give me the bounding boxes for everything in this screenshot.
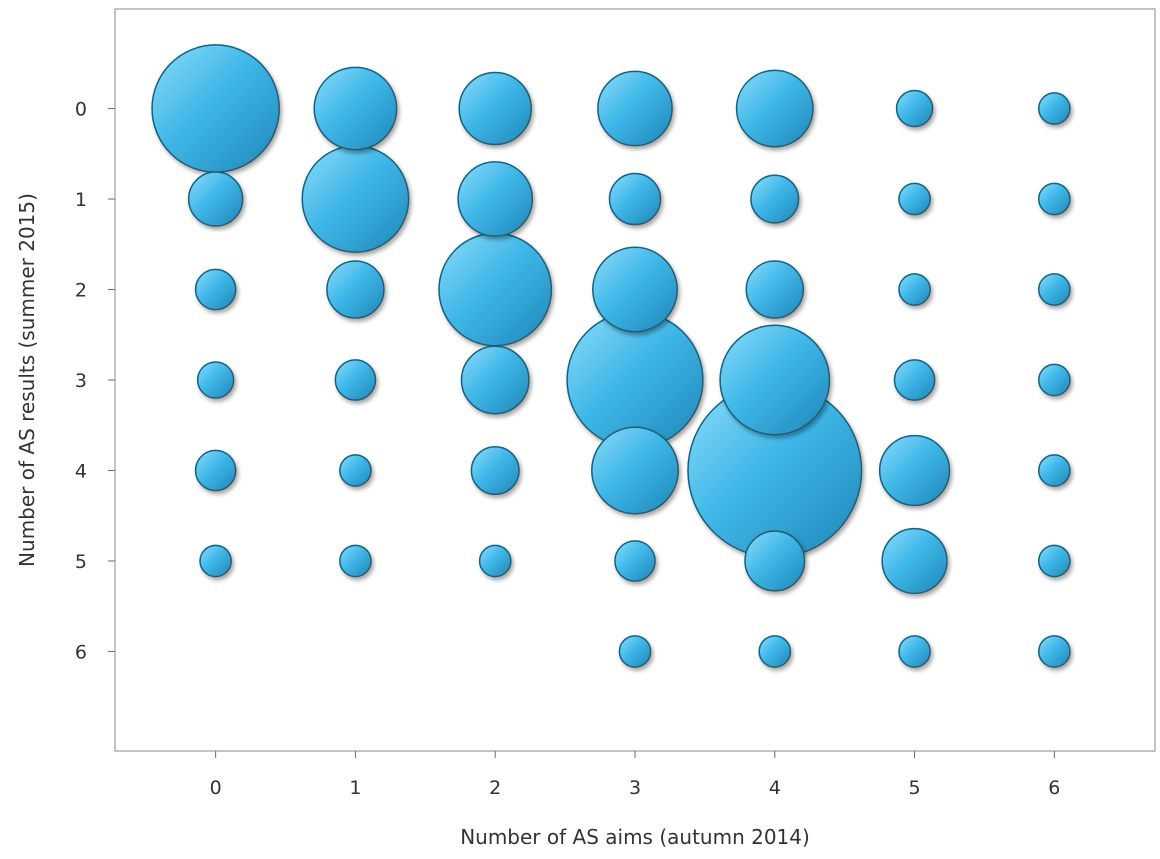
bubble-point: [744, 530, 806, 592]
bubble-point: [614, 540, 656, 582]
bubble-point: [592, 246, 678, 333]
bubble-point: [745, 260, 805, 319]
y-tick-label: 4: [75, 460, 87, 482]
y-tick-label: 1: [75, 189, 87, 211]
bubble-point: [301, 145, 410, 253]
bubble-point: [898, 635, 931, 668]
y-tick-label: 0: [75, 99, 87, 121]
y-tick-label: 2: [75, 280, 87, 302]
bubble-point: [898, 182, 931, 216]
bubble-point: [194, 268, 237, 311]
bubble-point: [457, 161, 534, 237]
bubble-point: [196, 361, 235, 399]
bubble-point: [1038, 92, 1071, 125]
bubble-point: [591, 426, 679, 515]
y-tick-label: 3: [75, 370, 87, 392]
bubble-point: [151, 44, 280, 173]
bubble-point: [1038, 182, 1071, 216]
bubble-point: [438, 232, 553, 347]
x-axis: 0 1 2 3 4 5 6: [210, 751, 1060, 799]
y-axis-label: Number of AS results (summer 2015): [15, 193, 39, 567]
bubble-point: [458, 71, 532, 146]
bubble-point: [750, 174, 800, 224]
y-axis: 0 1 2 3 4 5 6: [75, 99, 115, 663]
bubble-point: [460, 345, 530, 415]
bubble-point: [1038, 544, 1071, 578]
bubble-point: [470, 445, 520, 496]
bubble-point: [878, 434, 951, 507]
bubble-point: [1038, 454, 1071, 487]
bubble-point: [719, 324, 831, 436]
bubble-point: [334, 359, 377, 401]
bubble-point: [881, 527, 948, 595]
bubble-point: [339, 454, 372, 487]
y-tick-label: 5: [75, 551, 87, 573]
x-tick-label: 4: [769, 777, 781, 799]
bubble-point: [618, 635, 652, 668]
bubble-point: [326, 260, 385, 319]
x-tick-label: 6: [1048, 777, 1060, 799]
bubble-point: [1038, 363, 1071, 397]
bubble-point: [1038, 273, 1071, 306]
x-tick-label: 2: [489, 777, 501, 799]
x-tick-label: 5: [909, 777, 921, 799]
bubble-point: [1038, 635, 1071, 668]
bubble-point: [893, 359, 936, 401]
bubble-point: [735, 69, 814, 148]
bubble-point: [478, 544, 512, 578]
bubble-point: [339, 544, 372, 578]
bubble-point: [597, 70, 673, 147]
y-tick-label: 6: [75, 641, 87, 663]
bubble-point: [758, 635, 792, 668]
x-tick-label: 0: [210, 777, 222, 799]
x-axis-label: Number of AS aims (autumn 2014): [460, 825, 810, 849]
x-tick-label: 1: [349, 777, 361, 799]
bubble-point: [187, 171, 244, 227]
x-tick-label: 3: [629, 777, 641, 799]
bubble-point: [199, 544, 232, 578]
bubble-point: [895, 89, 934, 128]
bubble-point: [898, 273, 931, 306]
bubble-layer: [151, 44, 1071, 668]
bubble-point: [194, 449, 237, 492]
bubble-point: [313, 66, 398, 151]
bubble-point: [608, 172, 662, 226]
